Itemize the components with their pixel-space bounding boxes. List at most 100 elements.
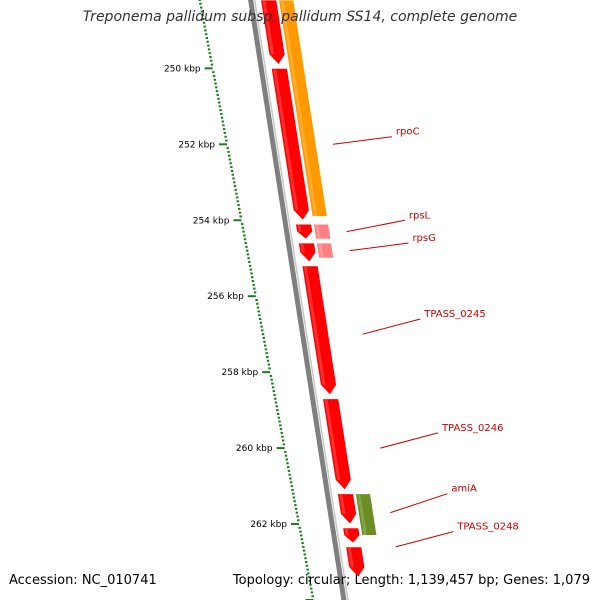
minor-tick xyxy=(227,150,230,153)
minor-tick xyxy=(247,257,250,260)
minor-tick xyxy=(286,462,289,465)
gene-feature-outer[interactable] xyxy=(315,242,335,259)
minor-tick xyxy=(291,488,294,491)
minor-tick xyxy=(223,131,227,134)
scale-tick-label: 250 kbp xyxy=(164,64,201,74)
minor-tick xyxy=(241,226,245,229)
gene-feature-outer[interactable] xyxy=(354,493,378,536)
minor-tick xyxy=(292,492,295,495)
minor-tick xyxy=(258,314,261,317)
minor-tick xyxy=(216,93,219,96)
gene-feature-inner[interactable] xyxy=(322,398,352,491)
minor-tick xyxy=(285,458,288,461)
gene-shading xyxy=(357,494,367,536)
minor-tick xyxy=(284,454,288,457)
backbone-highlight xyxy=(253,0,349,600)
minor-tick xyxy=(228,158,232,161)
gene-shading xyxy=(339,494,346,515)
gene-label[interactable]: rpsL xyxy=(409,210,431,221)
minor-tick xyxy=(245,249,249,252)
minor-tick xyxy=(248,264,252,267)
minor-tick xyxy=(294,507,298,510)
gene-label[interactable]: TPASS_0248 xyxy=(456,522,518,533)
gene-feature-outer[interactable] xyxy=(313,223,332,240)
minor-tick xyxy=(287,469,291,472)
major-tick xyxy=(291,523,300,526)
minor-tick xyxy=(287,466,290,469)
minor-tick xyxy=(199,6,203,9)
scale-ticks: 250 kbp 252 kbp 254 kbp 256 kbp 258 kbp 260 k… xyxy=(164,0,314,600)
minor-tick xyxy=(204,29,207,32)
gene-feature-inner[interactable] xyxy=(270,68,310,221)
gene-label[interactable]: rpoC xyxy=(396,127,420,138)
scale-tick-label: 252 kbp xyxy=(178,140,215,150)
minor-tick xyxy=(271,386,275,389)
minor-tick xyxy=(265,352,268,355)
gene-feature-inner[interactable] xyxy=(295,223,314,240)
minor-tick xyxy=(310,587,313,590)
minor-tick xyxy=(282,443,286,446)
accession-text: Accession: NC_010741 xyxy=(9,573,157,588)
minor-tick xyxy=(229,162,232,165)
minor-tick xyxy=(246,253,250,256)
minor-tick xyxy=(272,390,276,393)
gene-labels: rpoC rpsL rpsG TPASS_0245 TPASS_0246 amiA TPAS… xyxy=(333,127,519,548)
gene-label[interactable]: TPASS_0246 xyxy=(441,423,503,434)
minor-tick xyxy=(212,71,215,74)
gene-feature-inner[interactable] xyxy=(297,242,317,263)
gene-shading xyxy=(318,244,324,259)
minor-tick xyxy=(225,139,228,142)
minor-tick xyxy=(310,591,314,594)
minor-tick xyxy=(248,261,251,264)
minor-tick xyxy=(215,90,219,93)
minor-tick xyxy=(221,120,224,123)
minor-tick xyxy=(271,382,274,385)
minor-tick xyxy=(209,55,212,58)
gene-feature-inner[interactable] xyxy=(336,493,358,525)
minor-tick xyxy=(279,424,282,427)
minor-tick xyxy=(276,409,279,412)
minor-tick xyxy=(261,333,265,336)
minor-tick xyxy=(205,36,209,39)
gene-feature-inner[interactable] xyxy=(345,546,366,578)
gene-shading xyxy=(300,244,305,253)
minor-tick xyxy=(256,306,260,309)
minor-tick xyxy=(298,526,301,529)
minor-tick xyxy=(307,572,310,575)
minor-tick xyxy=(308,580,311,583)
minor-tick xyxy=(294,504,297,507)
minor-tick xyxy=(217,97,220,100)
gene-feature-inner[interactable] xyxy=(260,0,286,66)
minor-tick xyxy=(278,420,281,423)
minor-tick xyxy=(237,204,240,207)
minor-tick xyxy=(232,177,235,180)
minor-tick xyxy=(239,215,242,218)
gene-shading xyxy=(315,225,321,240)
gene-label[interactable]: rpsG xyxy=(412,233,435,244)
minor-tick xyxy=(288,473,291,476)
minor-tick xyxy=(300,538,304,541)
scale-tick-label: 262 kbp xyxy=(250,520,287,530)
minor-tick xyxy=(251,280,255,283)
minor-tick xyxy=(307,576,311,579)
gene-label[interactable]: TPASS_0245 xyxy=(423,309,485,320)
minor-tick xyxy=(208,52,211,55)
gene-label[interactable]: amiA xyxy=(451,484,477,495)
minor-tick xyxy=(277,416,281,419)
gene-feature-inner[interactable] xyxy=(342,527,361,544)
minor-tick xyxy=(302,549,306,552)
minor-tick xyxy=(252,283,255,286)
gene-feature-inner[interactable] xyxy=(301,265,337,396)
minor-tick xyxy=(263,344,267,347)
gene-label-leader xyxy=(346,219,405,233)
minor-tick xyxy=(207,44,210,47)
minor-tick xyxy=(299,534,303,537)
gene-shading xyxy=(297,225,302,232)
minor-tick xyxy=(311,595,314,598)
minor-tick xyxy=(302,545,305,548)
minor-tick xyxy=(202,17,205,20)
gene-label-leader xyxy=(395,531,454,548)
minor-tick xyxy=(200,10,204,13)
minor-tick xyxy=(303,553,306,556)
gene-feature-outer[interactable] xyxy=(278,0,328,217)
